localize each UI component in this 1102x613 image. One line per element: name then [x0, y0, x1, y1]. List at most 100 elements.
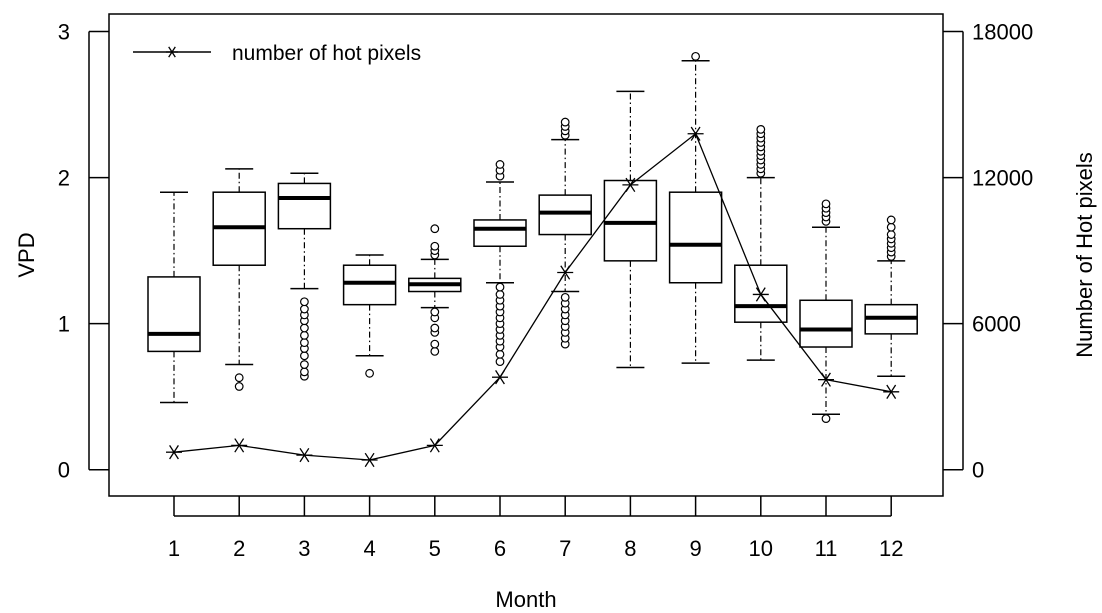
outlier-point — [886, 215, 896, 225]
y2-tick-label: 12000 — [972, 166, 1033, 191]
hot-pixels-point — [492, 370, 508, 385]
x-tick-label: 3 — [298, 536, 310, 561]
marker-stroke — [429, 438, 440, 453]
box-plots — [147, 51, 918, 423]
outlier-point — [495, 290, 505, 299]
hot-pixels-point — [818, 372, 834, 387]
outlier-point — [300, 323, 309, 333]
x-tick-label: 9 — [689, 536, 701, 561]
y2-tick-label: 18000 — [972, 20, 1033, 45]
hot-pixels-point — [166, 445, 182, 460]
marker-stroke — [821, 372, 831, 387]
x-tick-label: 5 — [429, 536, 441, 561]
box-iqr — [538, 194, 592, 236]
y-axis-right: 0 6000 12000 18000 — [943, 20, 1033, 483]
marker-stroke — [234, 438, 245, 453]
box-month-10 — [734, 124, 788, 361]
box-iqr — [473, 219, 527, 247]
hot-pixels-point — [883, 384, 900, 399]
marker-stroke — [169, 445, 179, 460]
outlier-point — [234, 382, 244, 391]
x-tick-label: 4 — [363, 536, 375, 561]
box-month-9 — [668, 51, 723, 364]
box-iqr — [342, 264, 397, 306]
hot-pixels-point — [687, 126, 704, 141]
outlier-point — [300, 297, 309, 307]
x-tick-label: 1 — [168, 536, 180, 561]
outlier-point — [560, 117, 570, 127]
marker-stroke — [690, 126, 701, 141]
outlier-point — [430, 323, 440, 333]
outlier-point — [234, 373, 244, 383]
hot-pixels-point — [557, 265, 574, 280]
hot-pixels-point — [426, 438, 443, 453]
outlier-point — [430, 339, 440, 349]
box-month-11 — [799, 199, 853, 423]
outlier-point — [495, 357, 505, 367]
box-month-8 — [603, 90, 658, 369]
hot-pixels-point — [752, 287, 769, 302]
box-month-1 — [147, 191, 201, 404]
plot-frame — [108, 13, 944, 497]
outlier-point — [430, 241, 440, 251]
outlier-point — [886, 230, 896, 239]
x-tick-label: 10 — [749, 536, 773, 561]
outlier-point — [300, 304, 309, 314]
x-tick-label: 2 — [233, 536, 245, 561]
x-tick-label: 8 — [624, 536, 636, 561]
outlier-point — [691, 51, 700, 61]
outlier-point — [495, 160, 505, 169]
outlier-point — [430, 224, 440, 234]
x-tick-label: 7 — [559, 536, 571, 561]
hot-pixels-point — [296, 447, 313, 463]
box-iqr — [603, 179, 658, 262]
outlier-point — [300, 360, 309, 369]
legend-star — [166, 46, 178, 58]
outlier-point — [756, 124, 766, 134]
box-iqr — [277, 182, 332, 230]
legend-label: number of hot pixels — [232, 42, 421, 65]
y2-tick-label: 6000 — [972, 312, 1021, 337]
box-month-6 — [473, 160, 527, 367]
y-tick-label: 1 — [58, 312, 70, 337]
marker-stroke — [625, 177, 636, 193]
box-iqr — [147, 276, 201, 353]
x-axis: 1 2 3 4 5 6 7 8 9 10 11 12 — [168, 496, 903, 561]
marker-stroke — [364, 452, 375, 468]
y-axis-title: VPD — [14, 232, 39, 277]
box-iqr — [799, 299, 853, 348]
hot-pixels-line — [173, 132, 892, 461]
box-iqr — [668, 191, 723, 284]
outlier-point — [430, 307, 440, 317]
outlier-point — [430, 347, 440, 356]
legend: number of hot pixels — [133, 42, 421, 65]
y-tick-label: 0 — [58, 458, 70, 483]
marker-stroke — [299, 447, 310, 463]
box-month-5 — [408, 224, 462, 356]
outlier-point — [300, 338, 309, 348]
hot-pixels-point — [231, 438, 248, 453]
y2-tick-label: 0 — [972, 458, 984, 483]
box-month-3 — [277, 172, 332, 381]
x-axis-title: Month — [495, 587, 556, 612]
outlier-point — [886, 222, 896, 232]
y2-axis-title: Number of Hot pixels — [1072, 152, 1097, 357]
marker-stroke — [168, 46, 176, 58]
outlier-point — [495, 349, 505, 359]
outlier-point — [560, 292, 570, 302]
box-month-12 — [864, 215, 918, 377]
outlier-point — [495, 282, 505, 292]
y-tick-label: 2 — [58, 166, 70, 191]
marker-stroke — [886, 384, 897, 399]
x-tick-label: 6 — [494, 536, 506, 561]
y-tick-label: 3 — [58, 20, 70, 45]
outlier-point — [821, 414, 831, 423]
outlier-point — [300, 330, 309, 340]
box-month-2 — [212, 168, 266, 391]
box-month-4 — [342, 254, 397, 378]
hot-pixels-point — [622, 177, 639, 193]
outlier-point — [365, 368, 375, 378]
x-tick-label: 12 — [879, 536, 903, 561]
marker-stroke — [560, 265, 571, 280]
